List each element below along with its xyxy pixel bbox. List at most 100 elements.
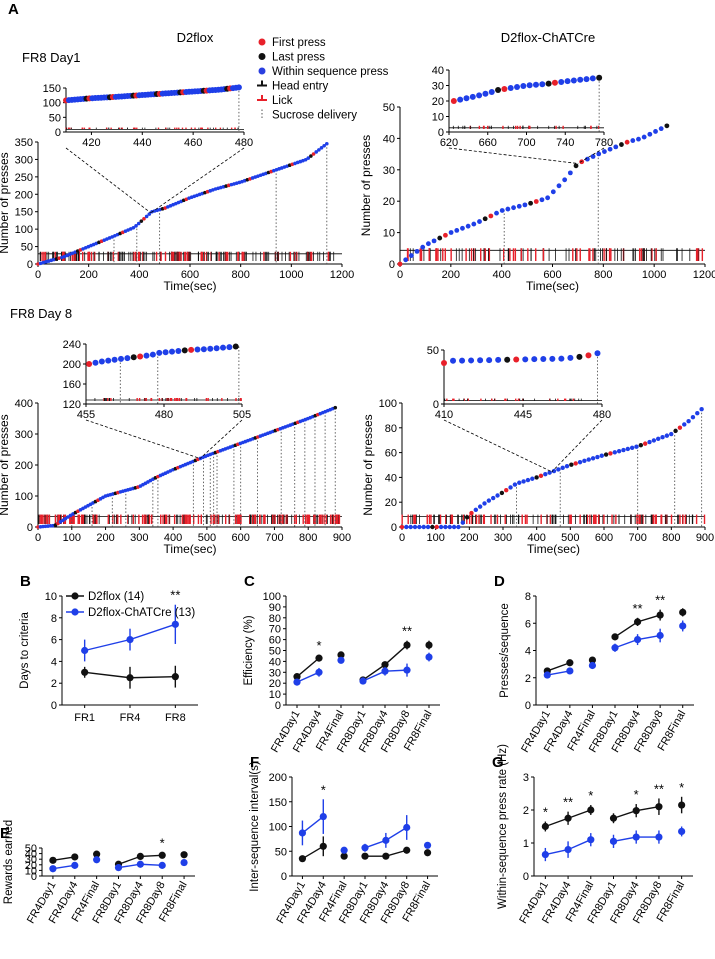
y-tick-label: 0 — [55, 127, 61, 139]
press-point — [577, 76, 584, 83]
press-point — [624, 139, 630, 145]
y-axis-title: Efficiency (%) — [243, 615, 255, 685]
y-tick-label: 60 — [269, 635, 281, 647]
press-point — [616, 448, 622, 454]
press-point — [567, 170, 573, 176]
press-point — [567, 354, 574, 361]
y-tick-label: 250 — [15, 172, 33, 184]
press-point — [686, 418, 691, 424]
press-point — [488, 88, 495, 95]
x-tick-label: 400 — [492, 269, 510, 281]
press-point — [482, 501, 487, 506]
press-point — [505, 206, 511, 212]
press-point — [314, 150, 319, 154]
line-plot-E: 01020304050FR4Day1FR4Day4FR4FinalFR8Day1… — [3, 820, 195, 926]
y-tick-label: 0 — [389, 259, 395, 271]
press-point — [514, 84, 521, 91]
press-point — [486, 498, 492, 503]
y-tick-label: 30 — [383, 165, 395, 177]
press-point — [564, 78, 571, 85]
legend-item: Within sequence press — [258, 66, 389, 78]
press-point — [309, 154, 313, 158]
y-tick-label: 400 — [15, 398, 33, 410]
y-tick-label: 160 — [63, 379, 81, 391]
x-tick-label: 200 — [96, 532, 114, 544]
y-tick-label: 300 — [15, 429, 33, 441]
data-point — [319, 842, 327, 850]
significance-marker: * — [160, 835, 165, 850]
press-point — [528, 200, 533, 206]
press-point — [414, 248, 420, 254]
legend-item: Sucrose delivery — [261, 109, 357, 122]
press-point — [111, 356, 118, 363]
y-tick-label: 150 — [43, 83, 61, 95]
press-point — [501, 86, 508, 93]
press-point — [495, 493, 500, 498]
y-tick-label: 200 — [15, 189, 33, 201]
line-plot-D: 02468FR4Day1FR4Day4FR4FinalFR8Day1FR8Day… — [499, 591, 694, 755]
press-point — [576, 353, 583, 360]
press-point — [522, 202, 528, 208]
y-tick-label: 50 — [427, 345, 439, 357]
data-point — [633, 618, 642, 626]
press-point — [589, 75, 596, 82]
press-point — [486, 357, 493, 364]
press-point — [613, 144, 619, 150]
legend-label: D2flox-ChATCre (13) — [88, 607, 195, 619]
press-point — [134, 224, 138, 228]
data-point — [543, 671, 551, 679]
press-point — [175, 348, 182, 355]
data-point — [158, 861, 166, 869]
y-tick-label: 150 — [269, 797, 287, 809]
press-point — [573, 461, 578, 466]
x-tick-label: 620 — [440, 137, 458, 149]
zoom-line — [577, 147, 605, 164]
x-tick-label: 600 — [181, 269, 199, 281]
press-point — [504, 356, 511, 363]
data-point — [114, 864, 123, 872]
legend-dot-icon — [258, 38, 266, 46]
press-point — [454, 227, 460, 233]
press-point — [457, 96, 464, 103]
y-tick-label: 20 — [269, 678, 281, 690]
y-tick-label: 200 — [269, 772, 287, 784]
y-tick-label: 6 — [51, 635, 57, 647]
y-tick-label: 30 — [269, 667, 281, 679]
y-tick-label: 50 — [49, 112, 61, 124]
press-point — [130, 354, 137, 361]
press-point — [619, 142, 624, 147]
significance-marker: ** — [402, 624, 412, 639]
press-point — [144, 214, 149, 219]
x-tick-label: 400 — [130, 269, 148, 281]
series-line — [547, 662, 571, 672]
line-plot-C: 0102030405060708090100FR4Day1FR4Day4FR4F… — [243, 591, 440, 755]
x-tick-label: 600 — [231, 532, 249, 544]
press-point — [441, 359, 447, 366]
y-tick-label: 40 — [383, 133, 395, 145]
y-tick-label: 0 — [51, 700, 57, 712]
press-point — [549, 355, 556, 362]
press-point — [586, 457, 591, 462]
press-point — [641, 134, 647, 140]
series-line — [547, 670, 570, 676]
y-tick-label: 100 — [263, 591, 281, 603]
press-point — [143, 352, 150, 359]
press-point — [516, 203, 522, 209]
press-point — [517, 480, 522, 485]
data-point — [315, 668, 323, 676]
press-point — [558, 355, 565, 362]
legend-dot-icon — [71, 592, 79, 600]
press-point — [531, 356, 538, 363]
raster-plot-A3-inset: 120 160 200 240 455 480 505 — [63, 339, 252, 421]
press-point — [494, 210, 499, 216]
y-tick-label: 0 — [275, 700, 281, 712]
press-point — [450, 98, 457, 104]
line-plot-F: 050100150200FR4Day1FR4Day4FR4FinalFR8Day… — [249, 761, 438, 926]
press-point — [579, 159, 585, 165]
raster-plot-A4: 0 20 40 60 80 100 0 100 200 300 400 500 600 700 800 900… — [361, 398, 714, 556]
data-point — [588, 656, 597, 664]
data-point — [609, 814, 618, 822]
significance-marker: ** — [633, 601, 643, 616]
y-axis-title: Rewards earned — [3, 820, 15, 904]
data-point — [423, 841, 432, 849]
